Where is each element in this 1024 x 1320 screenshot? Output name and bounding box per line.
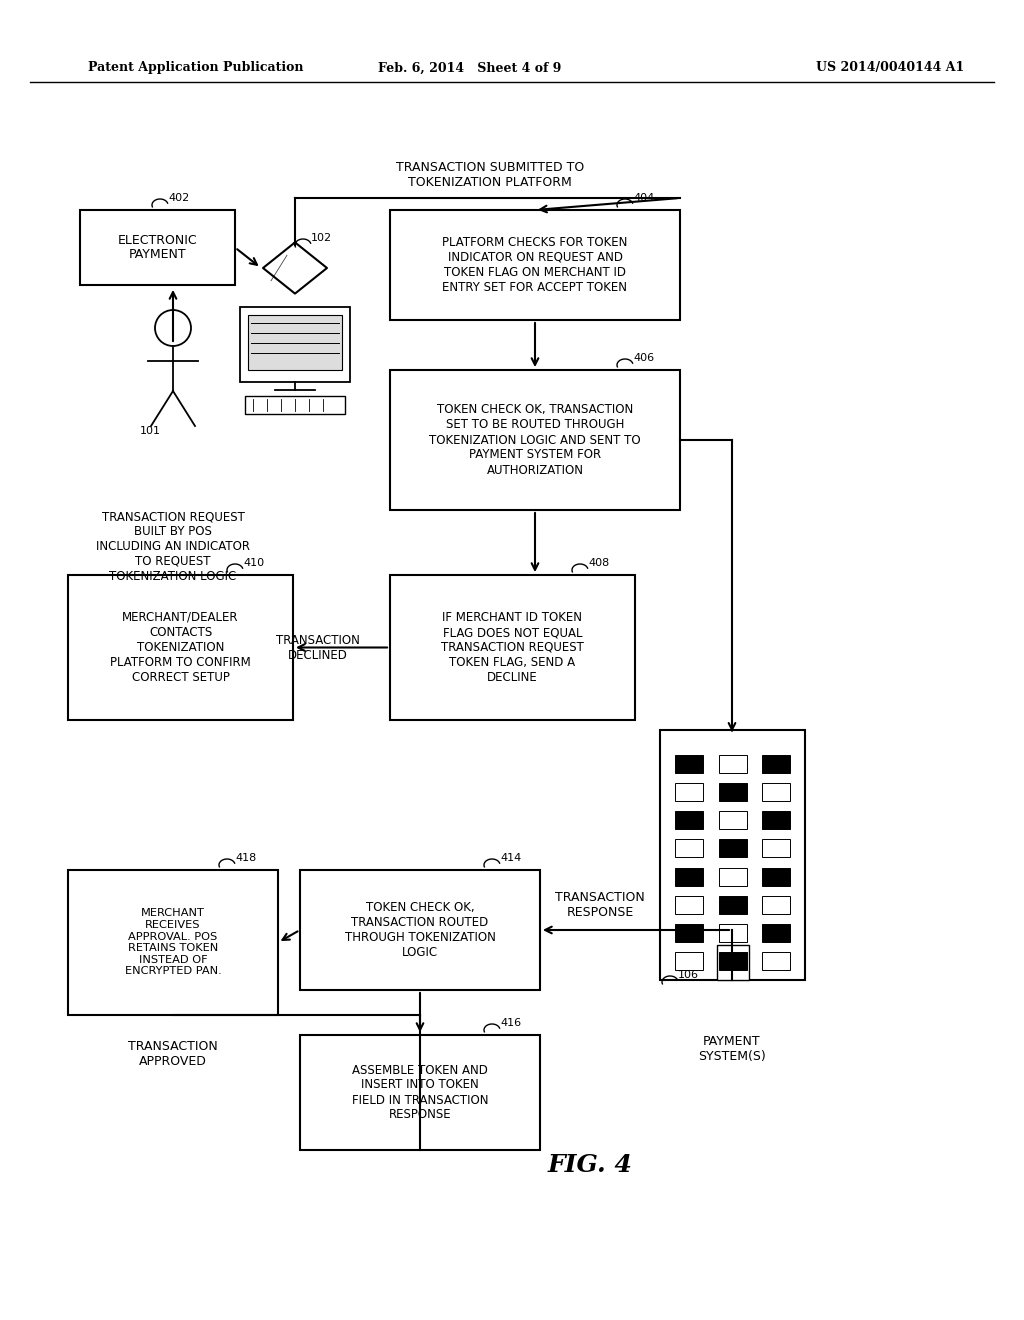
Bar bbox=[80, 210, 234, 285]
Bar bbox=[762, 812, 790, 829]
Text: Patent Application Publication: Patent Application Publication bbox=[88, 62, 303, 74]
Text: TOKEN CHECK OK, TRANSACTION
SET TO BE ROUTED THROUGH
TOKENIZATION LOGIC AND SENT: TOKEN CHECK OK, TRANSACTION SET TO BE RO… bbox=[429, 404, 641, 477]
Bar bbox=[719, 783, 746, 801]
Text: TRANSACTION SUBMITTED TO
TOKENIZATION PLATFORM: TRANSACTION SUBMITTED TO TOKENIZATION PL… bbox=[396, 161, 584, 189]
Text: MERCHANT/DEALER
CONTACTS
TOKENIZATION
PLATFORM TO CONFIRM
CORRECT SETUP: MERCHANT/DEALER CONTACTS TOKENIZATION PL… bbox=[111, 611, 251, 684]
Polygon shape bbox=[263, 243, 327, 293]
Text: Feb. 6, 2014   Sheet 4 of 9: Feb. 6, 2014 Sheet 4 of 9 bbox=[378, 62, 562, 74]
Bar bbox=[390, 370, 680, 510]
Bar bbox=[300, 1035, 540, 1150]
Bar bbox=[762, 952, 790, 970]
Bar bbox=[240, 306, 350, 381]
Bar bbox=[660, 730, 805, 979]
Bar bbox=[719, 840, 746, 858]
Bar bbox=[68, 576, 293, 719]
Bar bbox=[717, 945, 749, 979]
Bar bbox=[300, 870, 540, 990]
Bar bbox=[675, 896, 703, 913]
Text: 106: 106 bbox=[678, 970, 699, 979]
Bar bbox=[390, 576, 635, 719]
Bar bbox=[675, 952, 703, 970]
Text: ELECTRONIC
PAYMENT: ELECTRONIC PAYMENT bbox=[118, 234, 198, 261]
Text: 410: 410 bbox=[243, 558, 264, 568]
Bar bbox=[68, 870, 278, 1015]
Text: FIG. 4: FIG. 4 bbox=[548, 1152, 633, 1177]
Text: ASSEMBLE TOKEN AND
INSERT INTO TOKEN
FIELD IN TRANSACTION
RESPONSE: ASSEMBLE TOKEN AND INSERT INTO TOKEN FIE… bbox=[352, 1064, 488, 1122]
Bar bbox=[675, 755, 703, 774]
Text: TRANSACTION
RESPONSE: TRANSACTION RESPONSE bbox=[555, 891, 645, 919]
Text: MERCHANT
RECEIVES
APPROVAL. POS
RETAINS TOKEN
INSTEAD OF
ENCRYPTED PAN.: MERCHANT RECEIVES APPROVAL. POS RETAINS … bbox=[125, 908, 221, 977]
Text: 416: 416 bbox=[500, 1018, 521, 1028]
Bar bbox=[675, 867, 703, 886]
Text: 404: 404 bbox=[633, 193, 654, 203]
Text: 418: 418 bbox=[234, 853, 256, 863]
Text: 406: 406 bbox=[633, 352, 654, 363]
Bar bbox=[248, 314, 342, 370]
Bar bbox=[719, 755, 746, 774]
Text: 402: 402 bbox=[168, 193, 189, 203]
Bar bbox=[762, 924, 790, 941]
Text: IF MERCHANT ID TOKEN
FLAG DOES NOT EQUAL
TRANSACTION REQUEST
TOKEN FLAG, SEND A
: IF MERCHANT ID TOKEN FLAG DOES NOT EQUAL… bbox=[441, 611, 584, 684]
Text: TOKEN CHECK OK,
TRANSACTION ROUTED
THROUGH TOKENIZATION
LOGIC: TOKEN CHECK OK, TRANSACTION ROUTED THROU… bbox=[344, 902, 496, 960]
Bar bbox=[719, 924, 746, 941]
Bar bbox=[719, 812, 746, 829]
Text: TRANSACTION
DECLINED: TRANSACTION DECLINED bbox=[276, 634, 360, 663]
Bar bbox=[675, 924, 703, 941]
Bar bbox=[762, 896, 790, 913]
Text: TRANSACTION
APPROVED: TRANSACTION APPROVED bbox=[128, 1040, 218, 1068]
Bar bbox=[245, 396, 345, 413]
Bar bbox=[719, 867, 746, 886]
Bar bbox=[762, 783, 790, 801]
Text: PAYMENT
SYSTEM(S): PAYMENT SYSTEM(S) bbox=[698, 1035, 766, 1063]
Bar bbox=[719, 952, 746, 970]
Bar bbox=[719, 896, 746, 913]
Text: US 2014/0040144 A1: US 2014/0040144 A1 bbox=[816, 62, 965, 74]
Text: 414: 414 bbox=[500, 853, 521, 863]
Bar bbox=[675, 812, 703, 829]
Bar bbox=[762, 867, 790, 886]
Text: PLATFORM CHECKS FOR TOKEN
INDICATOR ON REQUEST AND
TOKEN FLAG ON MERCHANT ID
ENT: PLATFORM CHECKS FOR TOKEN INDICATOR ON R… bbox=[442, 236, 628, 294]
Bar bbox=[390, 210, 680, 319]
Text: 101: 101 bbox=[140, 426, 161, 436]
Bar bbox=[675, 783, 703, 801]
Bar bbox=[675, 840, 703, 858]
Text: 102: 102 bbox=[311, 234, 332, 243]
Text: 408: 408 bbox=[588, 558, 609, 568]
Text: TRANSACTION REQUEST
BUILT BY POS
INCLUDING AN INDICATOR
TO REQUEST
TOKENIZATION : TRANSACTION REQUEST BUILT BY POS INCLUDI… bbox=[96, 510, 250, 583]
Bar bbox=[762, 755, 790, 774]
Bar bbox=[762, 840, 790, 858]
